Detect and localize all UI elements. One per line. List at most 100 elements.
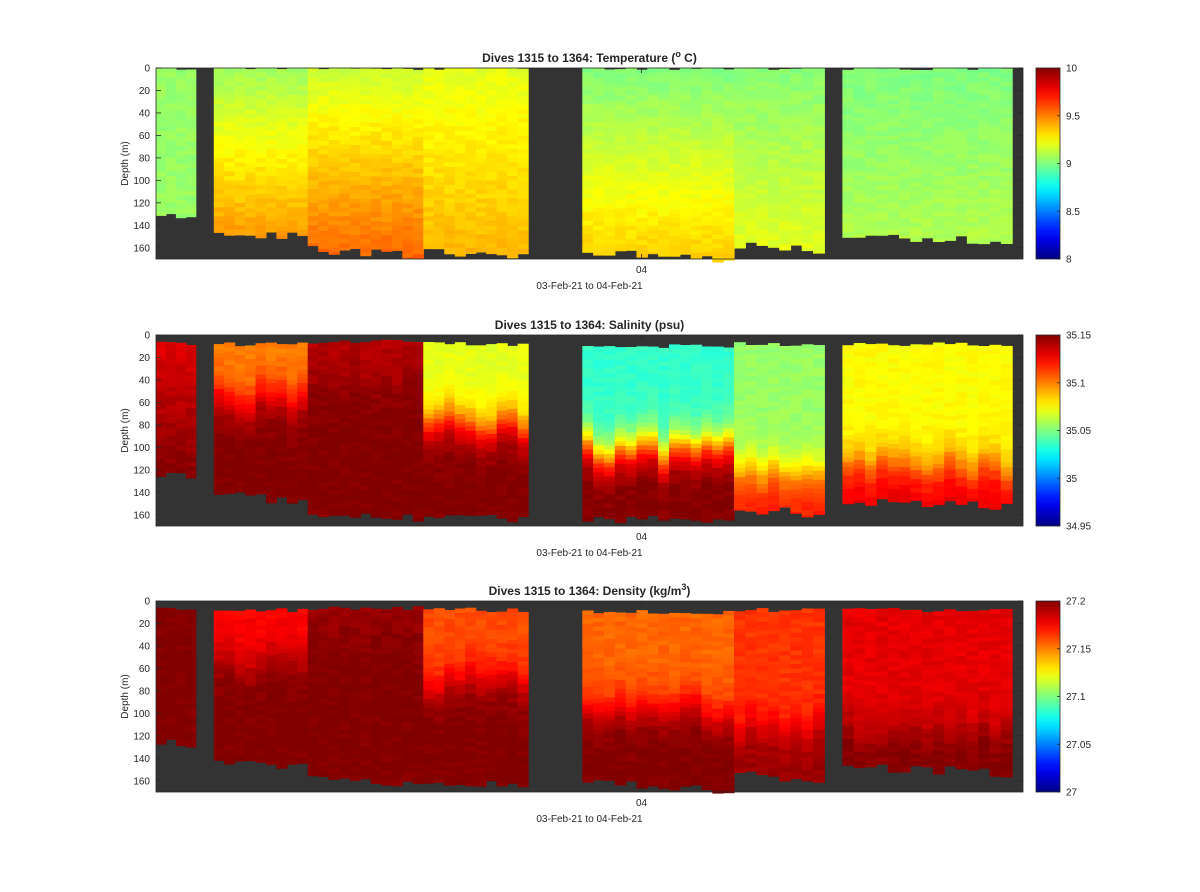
cell bbox=[234, 418, 246, 424]
cell bbox=[370, 376, 382, 382]
cell bbox=[307, 86, 319, 92]
cell bbox=[307, 189, 319, 195]
cell bbox=[658, 203, 670, 209]
cell bbox=[266, 207, 277, 213]
cell bbox=[779, 208, 792, 214]
cell bbox=[723, 240, 735, 246]
cell bbox=[679, 363, 692, 369]
cell bbox=[734, 405, 746, 411]
cell bbox=[734, 121, 746, 127]
cell bbox=[517, 483, 529, 489]
cell bbox=[734, 360, 746, 366]
cell bbox=[734, 86, 746, 92]
cell bbox=[297, 481, 309, 487]
cell bbox=[402, 235, 414, 241]
cell bbox=[582, 220, 594, 226]
cell bbox=[286, 425, 298, 431]
cell bbox=[842, 87, 855, 93]
cell bbox=[307, 500, 319, 506]
cell bbox=[224, 405, 236, 411]
cell bbox=[266, 459, 277, 465]
cell bbox=[779, 471, 792, 477]
cell bbox=[636, 96, 648, 102]
cell bbox=[360, 99, 372, 105]
cell bbox=[328, 440, 340, 446]
cell bbox=[213, 438, 225, 444]
cell bbox=[391, 90, 403, 96]
cell bbox=[669, 411, 681, 417]
cell bbox=[165, 117, 177, 123]
cell bbox=[402, 212, 414, 218]
cell bbox=[444, 402, 456, 408]
cell bbox=[391, 121, 403, 127]
cell bbox=[402, 503, 414, 509]
cell bbox=[307, 370, 319, 376]
cell bbox=[712, 378, 724, 384]
cell bbox=[297, 198, 309, 204]
cell bbox=[636, 87, 648, 93]
cell bbox=[507, 243, 519, 249]
cell bbox=[614, 136, 627, 142]
cell bbox=[224, 130, 236, 136]
cell bbox=[921, 97, 934, 103]
cell bbox=[370, 91, 382, 97]
cell bbox=[723, 477, 735, 483]
cell bbox=[213, 180, 225, 186]
cell bbox=[712, 198, 724, 204]
cell bbox=[701, 472, 713, 478]
cell bbox=[593, 458, 605, 464]
cell bbox=[224, 441, 236, 447]
cell bbox=[978, 189, 991, 195]
cell bbox=[339, 81, 351, 87]
cell bbox=[1000, 154, 1013, 160]
cell bbox=[756, 225, 769, 231]
cell bbox=[876, 131, 889, 137]
cell bbox=[756, 376, 769, 382]
cell bbox=[932, 234, 945, 240]
cell bbox=[496, 410, 508, 416]
cell bbox=[899, 222, 911, 228]
cell bbox=[899, 190, 911, 196]
cell bbox=[165, 463, 177, 469]
cell bbox=[402, 86, 414, 92]
cell bbox=[381, 176, 393, 182]
cell bbox=[286, 353, 298, 359]
cell bbox=[767, 218, 780, 224]
cell bbox=[604, 74, 616, 80]
cell bbox=[185, 439, 197, 445]
cell bbox=[756, 389, 769, 395]
cell bbox=[517, 122, 529, 128]
cell bbox=[234, 444, 246, 450]
cell bbox=[690, 257, 703, 259]
cell bbox=[966, 218, 979, 224]
cell bbox=[156, 458, 167, 464]
cell bbox=[165, 198, 177, 204]
cell bbox=[391, 425, 403, 431]
cell bbox=[318, 159, 330, 165]
cell bbox=[276, 353, 288, 359]
cell bbox=[185, 367, 197, 373]
cell bbox=[475, 126, 487, 132]
cell bbox=[932, 104, 945, 110]
cell bbox=[842, 69, 855, 75]
cell bbox=[593, 369, 605, 375]
cell bbox=[517, 496, 529, 502]
cell bbox=[156, 359, 167, 365]
cell bbox=[433, 391, 445, 397]
cell bbox=[381, 248, 393, 252]
cell bbox=[712, 351, 724, 357]
cell bbox=[910, 141, 923, 147]
cell bbox=[234, 68, 246, 74]
cell bbox=[723, 91, 735, 97]
cell bbox=[444, 371, 456, 377]
cell bbox=[156, 108, 167, 114]
cell bbox=[213, 411, 225, 417]
cell bbox=[779, 230, 792, 236]
cell bbox=[318, 230, 330, 236]
cell bbox=[647, 441, 659, 447]
cell bbox=[517, 388, 529, 394]
cell bbox=[224, 477, 236, 483]
cell bbox=[213, 434, 225, 440]
cell bbox=[276, 199, 288, 205]
cell bbox=[465, 104, 477, 110]
